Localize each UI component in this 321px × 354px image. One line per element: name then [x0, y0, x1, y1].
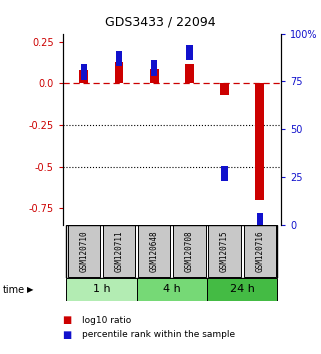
- Text: GDS3433 / 22094: GDS3433 / 22094: [105, 16, 216, 29]
- Text: percentile rank within the sample: percentile rank within the sample: [82, 330, 235, 339]
- Text: ■: ■: [63, 330, 72, 339]
- FancyBboxPatch shape: [173, 225, 205, 278]
- Text: 24 h: 24 h: [230, 284, 255, 295]
- FancyBboxPatch shape: [244, 225, 276, 278]
- Text: ▶: ▶: [27, 285, 34, 294]
- Text: GSM120710: GSM120710: [79, 230, 88, 272]
- FancyBboxPatch shape: [136, 278, 207, 301]
- Text: 1 h: 1 h: [92, 284, 110, 295]
- Text: log10 ratio: log10 ratio: [82, 316, 131, 325]
- Text: GSM120648: GSM120648: [150, 230, 159, 272]
- FancyBboxPatch shape: [208, 225, 241, 278]
- Bar: [221, 166, 228, 181]
- FancyBboxPatch shape: [66, 278, 136, 301]
- Bar: [151, 61, 157, 76]
- Bar: [81, 64, 87, 80]
- FancyBboxPatch shape: [138, 225, 170, 278]
- Text: 4 h: 4 h: [163, 284, 181, 295]
- FancyBboxPatch shape: [207, 278, 277, 301]
- Text: ■: ■: [63, 315, 72, 325]
- Bar: [116, 51, 122, 66]
- Bar: [255, 84, 264, 200]
- Text: GSM120716: GSM120716: [255, 230, 264, 272]
- Text: GSM120711: GSM120711: [114, 230, 124, 272]
- Bar: [256, 213, 263, 229]
- Text: time: time: [3, 285, 25, 295]
- Bar: [185, 64, 194, 84]
- Bar: [186, 45, 193, 61]
- Bar: [220, 84, 229, 95]
- Text: GSM120708: GSM120708: [185, 230, 194, 272]
- Bar: [150, 69, 159, 84]
- Bar: [79, 70, 88, 84]
- FancyBboxPatch shape: [103, 225, 135, 278]
- Text: GSM120715: GSM120715: [220, 230, 229, 272]
- FancyBboxPatch shape: [67, 225, 100, 278]
- Bar: [115, 62, 123, 84]
